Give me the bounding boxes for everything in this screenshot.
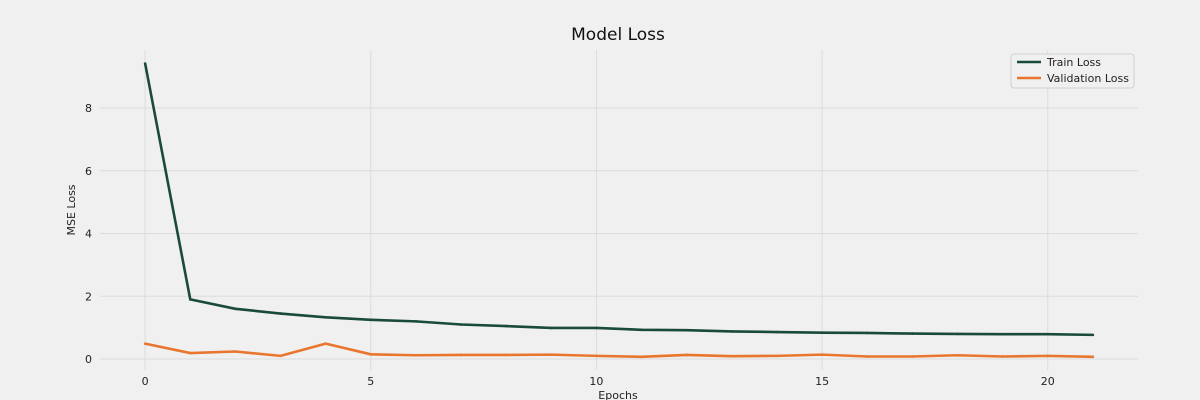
data-point <box>911 332 914 335</box>
data-point <box>775 354 779 358</box>
data-point <box>640 355 643 359</box>
data-point <box>459 323 463 326</box>
data-point <box>143 62 147 65</box>
legend: Train Loss Validation Loss <box>1010 53 1135 89</box>
series-line-train-loss <box>143 63 1093 337</box>
data-point <box>459 353 463 357</box>
data-point <box>414 320 418 323</box>
chart-title: Model Loss <box>571 25 665 45</box>
data-point <box>279 312 282 315</box>
data-point <box>730 354 734 358</box>
data-point <box>1001 355 1004 358</box>
x-axis-label: Epochs <box>598 389 638 400</box>
data-point <box>550 326 553 330</box>
x-tick-label: 10 <box>589 375 603 388</box>
data-point <box>1001 332 1004 336</box>
data-point <box>640 328 643 332</box>
data-point <box>550 353 553 356</box>
grid-lines <box>100 50 1138 370</box>
y-axis-label: MSE Loss <box>65 184 78 235</box>
data-point <box>956 353 959 357</box>
data-point <box>820 331 824 334</box>
data-point <box>1091 333 1095 337</box>
y-tick-label: 0 <box>85 353 92 366</box>
data-point <box>369 353 373 356</box>
data-point <box>279 354 282 358</box>
data-point <box>775 330 779 334</box>
data-point <box>1046 332 1050 336</box>
data-point <box>911 355 914 358</box>
y-tick-label: 6 <box>85 165 92 178</box>
data-point <box>595 354 598 358</box>
y-tick-label: 2 <box>85 290 92 303</box>
data-point <box>188 351 192 355</box>
data-point <box>1091 355 1095 359</box>
data-point <box>956 332 959 336</box>
data-point <box>595 326 598 330</box>
series-line-validation-loss <box>144 342 1093 359</box>
data-point <box>414 353 418 357</box>
data-point <box>820 353 824 356</box>
x-tick-label: 15 <box>815 375 829 388</box>
x-tick-label: 0 <box>142 375 149 388</box>
tick-labels: 0 5 10 15 20 0 2 4 6 8 <box>85 102 1055 388</box>
legend-label: Validation Loss <box>1047 72 1129 85</box>
plot-area <box>143 62 1095 359</box>
data-point <box>143 342 147 345</box>
data-point <box>865 331 869 335</box>
data-point <box>369 318 373 322</box>
data-point <box>685 328 688 332</box>
data-point <box>865 355 869 358</box>
data-point <box>234 350 237 353</box>
data-point <box>188 298 192 301</box>
y-tick-label: 4 <box>85 228 92 241</box>
legend-box <box>1010 53 1135 89</box>
x-tick-label: 20 <box>1041 375 1055 388</box>
data-point <box>324 342 327 345</box>
data-point <box>1046 354 1050 358</box>
y-tick-label: 8 <box>85 102 92 115</box>
data-point <box>324 315 327 319</box>
x-tick-label: 5 <box>367 375 374 388</box>
data-point <box>730 330 734 333</box>
data-point <box>685 353 688 357</box>
data-point <box>504 353 508 357</box>
legend-label: Train Loss <box>1046 56 1101 69</box>
data-point <box>234 307 237 311</box>
data-point <box>504 324 508 328</box>
